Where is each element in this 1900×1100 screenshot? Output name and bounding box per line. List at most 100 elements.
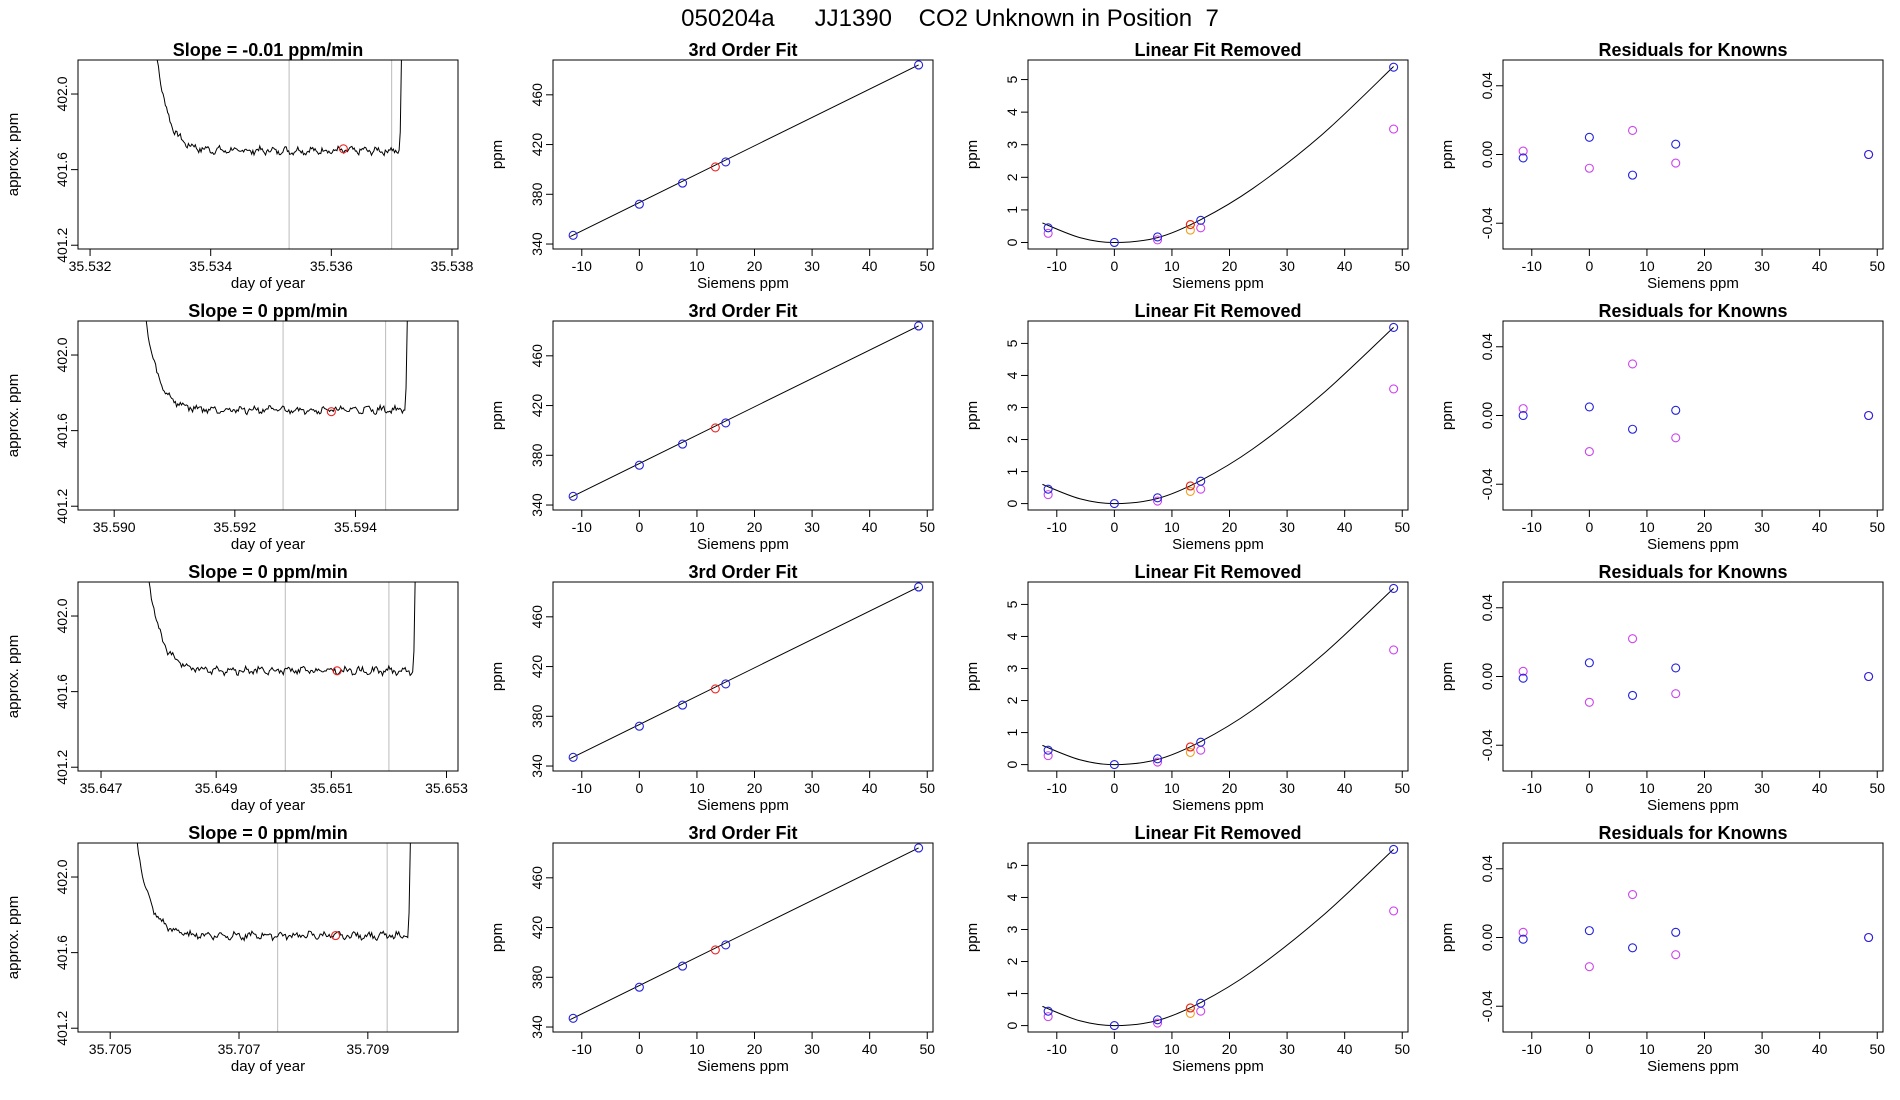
- panel-title: 3rd Order Fit: [688, 823, 797, 843]
- x-tick-label: 40: [1337, 258, 1353, 274]
- x-tick-label: -10: [572, 780, 592, 796]
- y-tick-label: 2: [1004, 435, 1020, 443]
- x-tick-label: 35.590: [93, 519, 136, 535]
- x-tick-label: -10: [1522, 258, 1542, 274]
- modified-point: [1389, 124, 1399, 134]
- modified-point: [1152, 235, 1163, 245]
- y-tick-label: 420: [529, 133, 545, 157]
- known-point: [677, 700, 688, 710]
- y-tick-label: 5: [1004, 339, 1020, 347]
- known-point: [1043, 1006, 1053, 1016]
- x-tick-label: 35.649: [195, 780, 238, 796]
- ppm-trace-line: [136, 843, 411, 942]
- y-tick-label: 401.6: [54, 413, 70, 448]
- x-tick-label: 40: [1812, 1041, 1828, 1057]
- ppm-trace-line: [156, 60, 402, 157]
- chart-panel-r2-c3: Residuals for Knowns -10 0 10 20 30 40 50 -0.04 0…: [1439, 562, 1885, 814]
- modified-point: [1627, 634, 1638, 644]
- ppm-trace-line: [145, 321, 408, 416]
- plot-frame: [77, 59, 459, 250]
- modified-point: [1671, 950, 1681, 960]
- panel-title: Linear Fit Removed: [1134, 40, 1301, 60]
- y-axis-label: ppm: [964, 140, 981, 169]
- plot-frame: [1502, 320, 1884, 511]
- y-tick-label: 5: [1004, 75, 1020, 83]
- chart-panel-r0-c3: Residuals for Knowns -10 0 10 20 30 40 50 -0.04 0…: [1439, 40, 1885, 292]
- known-point: [1671, 405, 1681, 415]
- alt-point: [1185, 1008, 1195, 1018]
- page-title: 050204a JJ1390 CO2 Unknown in Position 7: [681, 5, 1219, 32]
- y-axis-label: ppm: [964, 401, 981, 430]
- known-point: [677, 439, 688, 449]
- chart-panel-r1-c2: Linear Fit Removed -10 0 10 20 30 40 50 0 1 2 3 4 5 Si…: [964, 301, 1410, 553]
- y-tick-label: 401.6: [54, 935, 70, 970]
- modified-point: [1196, 484, 1206, 494]
- y-tick-label: 401.2: [54, 488, 70, 523]
- x-tick-label: 35.647: [80, 780, 123, 796]
- x-tick-label: 10: [1164, 519, 1180, 535]
- known-point: [1043, 745, 1053, 755]
- x-tick-label: 30: [1754, 519, 1770, 535]
- y-tick-label: 0.04: [1479, 855, 1495, 882]
- x-tick-label: 35.534: [189, 258, 232, 274]
- y-tick-label: 402.0: [54, 859, 70, 894]
- x-tick-label: -10: [1047, 519, 1067, 535]
- chart-panel-r2-c1: 3rd Order Fit -10 0 10 20 30 40 50 340 380 420 460 S…: [489, 562, 935, 814]
- x-tick-label: 50: [919, 258, 935, 274]
- x-tick-label: -10: [572, 519, 592, 535]
- y-tick-label: 0.04: [1479, 72, 1495, 99]
- plot-area: [148, 582, 416, 771]
- chart-panel-r3-c1: 3rd Order Fit -10 0 10 20 30 40 50 340 380 420 460 S…: [489, 823, 935, 1075]
- x-tick-label: 30: [1754, 258, 1770, 274]
- x-tick-label: 10: [1164, 258, 1180, 274]
- fit-curve: [1042, 66, 1394, 243]
- alt-point: [1185, 747, 1195, 757]
- y-tick-label: 1: [1004, 467, 1020, 475]
- known-point: [1152, 754, 1163, 764]
- known-point: [1671, 663, 1681, 673]
- y-tick-label: 0.00: [1479, 924, 1495, 951]
- x-axis-label: Siemens ppm: [1647, 536, 1739, 553]
- x-tick-label: 50: [1394, 258, 1410, 274]
- known-point: [1389, 844, 1399, 854]
- x-tick-label: 0: [1585, 519, 1593, 535]
- known-point: [1109, 760, 1119, 770]
- y-tick-label: 0.00: [1479, 402, 1495, 429]
- chart-panel-r0-c1: 3rd Order Fit -10 0 10 20 30 40 50 340 380 420 460 S…: [489, 40, 935, 292]
- x-tick-label: 20: [1222, 519, 1238, 535]
- modified-point: [1584, 447, 1594, 457]
- x-tick-label: 50: [1869, 780, 1885, 796]
- unknown-mean-point: [326, 407, 336, 417]
- unknown-point: [1185, 1003, 1195, 1013]
- x-axis-label: Siemens ppm: [1647, 1058, 1739, 1075]
- fit-line: [570, 586, 919, 760]
- known-point: [914, 321, 924, 331]
- plot-area: [1518, 634, 1874, 707]
- x-tick-label: 35.707: [218, 1041, 261, 1057]
- y-tick-label: 4: [1004, 632, 1020, 640]
- modified-point: [1389, 645, 1399, 655]
- modified-point: [1518, 666, 1528, 676]
- chart-panel-r1-c0: Slope = 0 ppm/min 35.590 35.592 35.594 401.2…: [5, 301, 459, 553]
- y-tick-label: 1: [1004, 728, 1020, 736]
- unknown-mean-point: [338, 144, 348, 154]
- plot-grid: Slope = -0.01 ppm/min 35.532 35.534 35.536 3…: [0, 38, 1900, 1100]
- fit-line: [570, 847, 919, 1021]
- known-point: [1584, 132, 1594, 142]
- y-tick-label: 460: [529, 866, 545, 890]
- y-tick-label: 420: [529, 655, 545, 679]
- x-tick-label: 20: [1697, 519, 1713, 535]
- unknown-point: [710, 684, 720, 694]
- x-tick-label: 20: [1222, 780, 1238, 796]
- x-tick-label: 20: [1222, 258, 1238, 274]
- x-tick-label: 40: [1337, 1041, 1353, 1057]
- x-axis-label: Siemens ppm: [1172, 1058, 1264, 1075]
- plot-area: [156, 60, 402, 249]
- x-tick-label: 50: [1869, 519, 1885, 535]
- panel-title: Linear Fit Removed: [1134, 823, 1301, 843]
- y-axis-label: ppm: [489, 401, 506, 430]
- x-tick-label: 40: [862, 519, 878, 535]
- modified-point: [1671, 689, 1681, 699]
- unknown-point: [710, 945, 720, 955]
- modified-point: [1389, 906, 1399, 916]
